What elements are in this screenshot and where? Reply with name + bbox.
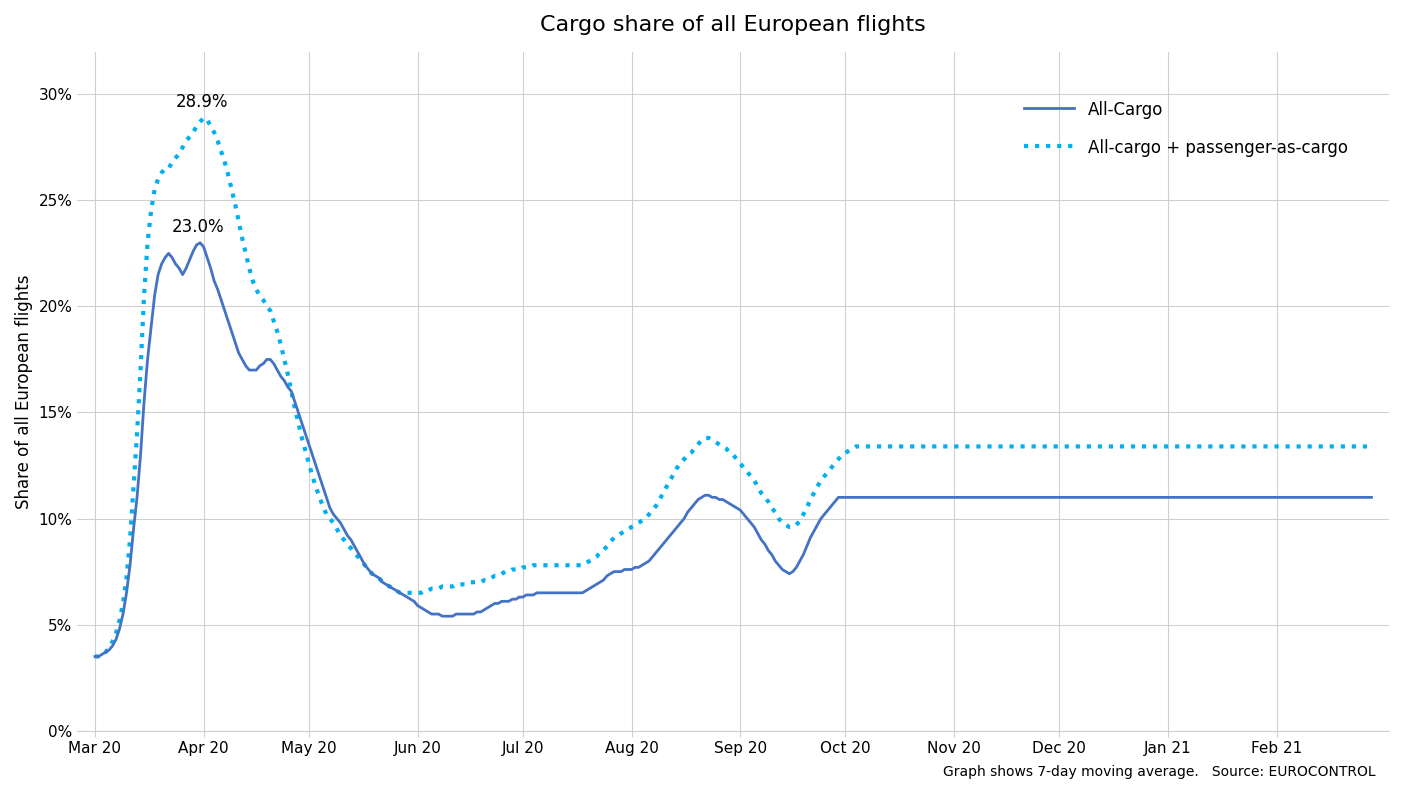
Y-axis label: Share of all European flights: Share of all European flights [15,274,34,509]
Line: All-Cargo: All-Cargo [95,242,1372,657]
Title: Cargo share of all European flights: Cargo share of all European flights [541,15,927,35]
Text: 28.9%: 28.9% [176,93,227,111]
Text: Graph shows 7-day moving average.   Source: EUROCONTROL: Graph shows 7-day moving average. Source… [943,765,1376,779]
Line: All-cargo + passenger-as-cargo: All-cargo + passenger-as-cargo [95,118,1372,657]
Legend: All-Cargo, All-cargo + passenger-as-cargo: All-Cargo, All-cargo + passenger-as-carg… [1018,94,1355,164]
Text: 23.0%: 23.0% [173,219,225,236]
